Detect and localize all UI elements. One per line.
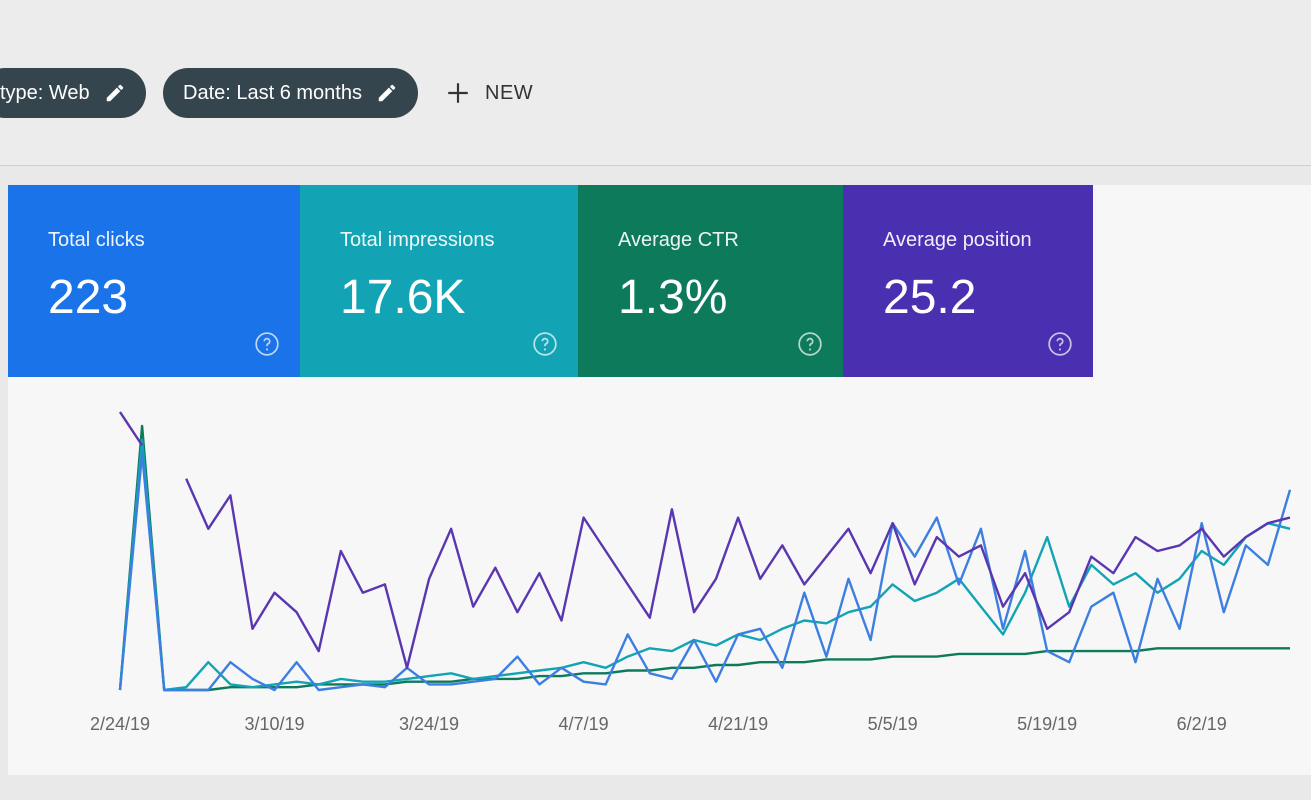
x-tick-label: 6/2/19 [1177,714,1227,734]
x-tick-label: 3/10/19 [244,714,304,734]
metric-label: Total clicks [48,229,145,251]
performance-chart: 2/24/19 3/10/19 3/24/19 4/7/19 4/21/19 5/5/19… [90,411,1292,734]
series-line [118,438,1291,692]
help-icon[interactable] [1047,331,1073,357]
chip-label: type: Web [0,81,90,104]
x-tick-label: 5/5/19 [868,714,918,734]
metric-card[interactable]: Total impressions 17.6K [300,185,578,377]
filter-chip[interactable]: type: Web [0,68,146,118]
metric-label: Total impressions [340,229,495,251]
chip-label: Date: Last 6 months [183,81,362,104]
help-icon[interactable] [797,331,823,357]
metric-label: Average position [883,229,1032,251]
x-tick-label: 3/24/19 [399,714,459,734]
x-tick-label: 4/7/19 [559,714,609,734]
series-line [118,452,1292,692]
metric-value: 1.3% [618,271,728,324]
x-tick-label: 4/21/19 [708,714,768,734]
x-tick-label: 5/19/19 [1017,714,1077,734]
metric-value: 223 [48,271,129,324]
plus-icon [448,83,468,103]
metric-value: 17.6K [340,271,466,324]
toolbar: type: Web Date: Last 6 months NEW [0,0,1311,166]
series-line [118,424,1290,692]
series-line [118,411,1291,669]
metric-cards: Total clicks 223 Total impressions 17.6K Ave… [8,185,1093,377]
metric-card[interactable]: Average position 25.2 [843,185,1093,377]
metric-card[interactable]: Average CTR 1.3% [578,185,843,377]
metric-card[interactable]: Total clicks 223 [8,185,300,377]
x-tick-label: 2/24/19 [90,714,150,734]
date-chip[interactable]: Date: Last 6 months [163,68,418,118]
new-label: NEW [485,81,534,104]
metric-value: 25.2 [883,271,977,324]
edit-icon [106,84,123,102]
help-icon[interactable] [532,331,558,357]
help-icon[interactable] [254,331,280,357]
new-button[interactable]: NEW [445,80,533,106]
metric-label: Average CTR [618,229,739,251]
edit-icon [378,84,396,102]
